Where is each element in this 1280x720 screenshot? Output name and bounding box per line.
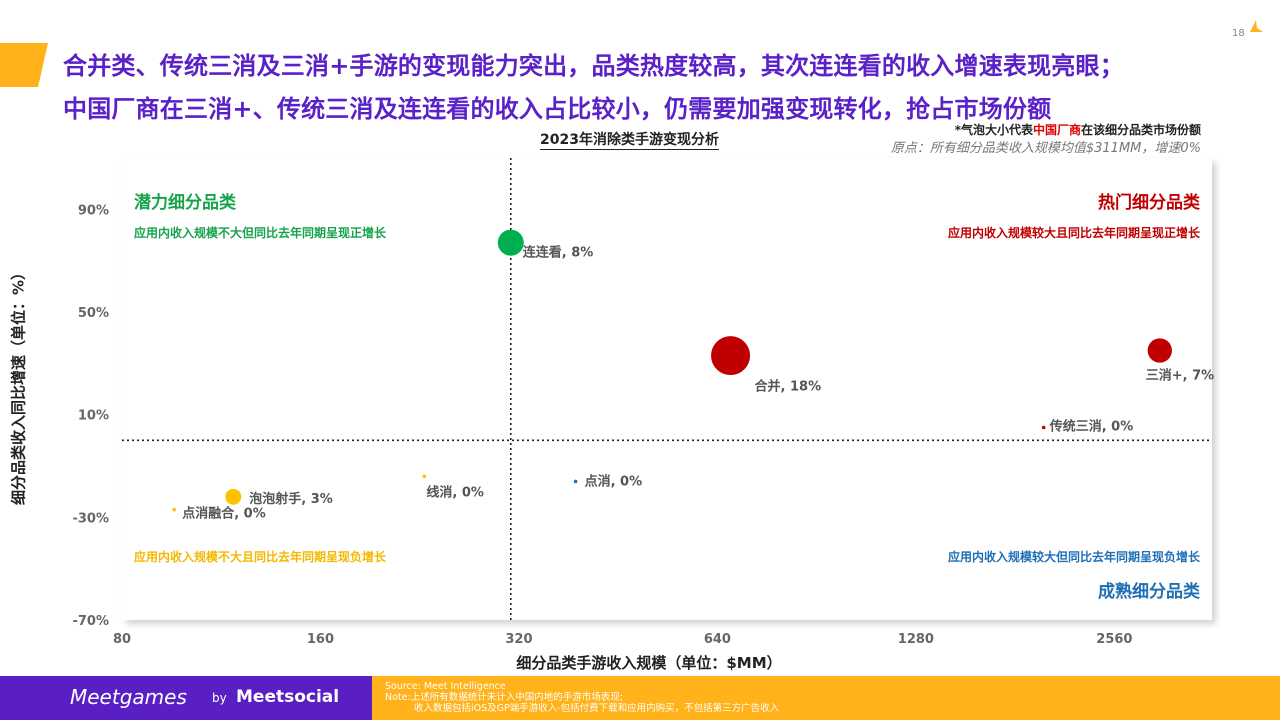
bubble-point — [422, 474, 427, 479]
brand-by: by — [212, 691, 227, 705]
footer-source: Source: Meet Intelligence — [385, 681, 506, 692]
corner-logo-icon — [1250, 20, 1263, 32]
quadrant-title-hot: 热门细分品类 — [1098, 193, 1200, 213]
quadrant-desc-mature: 应用内收入规模较大但同比去年同期呈现负增长 — [947, 550, 1200, 564]
meetgames-logo: Meetgames — [70, 685, 187, 709]
bubble-label: 传统三消, 0% — [1049, 419, 1134, 435]
bubble-label: 线消, 0% — [426, 484, 484, 500]
bubble-label: 点消融合, 0% — [182, 506, 266, 522]
quadrant-title-potential: 潜力细分品类 — [134, 193, 236, 213]
footer-source-panel — [372, 676, 1280, 720]
origin-note: 原点：所有细分品类收入规模均值$311MM，增速0% — [890, 141, 1201, 156]
footer: Meetgames by Meetsocial Source: Meet Int… — [0, 676, 1280, 720]
bubble-note-highlight: 中国厂商 — [1032, 123, 1081, 137]
bubble-point — [711, 336, 751, 376]
x-tick-label: 1280 — [898, 632, 934, 647]
y-tick-label: 50% — [78, 306, 109, 321]
footer-note-2: 收入数据包括iOS及GP端手游收入-包括付费下载和应用内购买，不包括第三方广告收… — [414, 703, 780, 714]
page-number: 18 — [1232, 28, 1245, 39]
quadrant-desc-hot: 应用内收入规模较大且同比去年同期呈现正增长 — [947, 226, 1200, 240]
bubble-size-note: *气泡大小代表中国厂商在该细分品类市场份额 — [955, 121, 1201, 138]
x-tick-label: 160 — [307, 632, 334, 647]
meetsocial-logo: Meetsocial — [236, 687, 340, 707]
y-tick-label: -30% — [72, 511, 109, 526]
y-tick-label: 90% — [78, 203, 109, 218]
bubble-point — [497, 229, 524, 256]
bubble-label: 连连看, 8% — [523, 245, 594, 261]
chart-title: 2023年消除类手游变现分析 — [540, 132, 719, 150]
bubble-note-suffix: 在该细分品类市场份额 — [1080, 123, 1201, 137]
x-tick-label: 320 — [505, 632, 532, 647]
bubble-label: 泡泡射手, 3% — [249, 491, 333, 507]
bubble-label: 点消, 0% — [585, 473, 643, 489]
bubble-label: 合并, 18% — [755, 379, 822, 395]
plot-area — [122, 158, 1212, 620]
x-tick-label: 2560 — [1096, 632, 1132, 647]
footer-brand-panel: Meetgames by Meetsocial — [0, 676, 372, 720]
headline-line-2: 中国厂商在三消+、传统三消及连连看的收入占比较小，仍需要加强变现转化，抢占市场份… — [63, 95, 1052, 123]
quadrant-desc-declining: 应用内收入规模不大且同比去年同期呈现负增长 — [134, 550, 387, 564]
bubble-point — [573, 479, 578, 484]
footer-note: Note:上述所有数据统计未计入中国内地的手游市场表现; — [385, 692, 623, 703]
scatter-chart: 80 160 320 640 1280 2560 90% 50% 10% -30% -70% 连连看,… — [72, 158, 1214, 647]
bubble-point — [225, 488, 242, 505]
bubble-label: 三消+, 7% — [1146, 368, 1214, 384]
headline-line-1: 合并类、传统三消及三消+手游的变现能力突出，品类热度较高，其次连连看的收入增速表… — [63, 52, 1124, 80]
y-tick-label: -70% — [72, 614, 109, 629]
x-axis-label: 细分品类手游收入规模（单位：$MM） — [516, 654, 782, 672]
x-tick-label: 80 — [113, 632, 131, 647]
x-tick-label: 640 — [704, 632, 731, 647]
bubble-point — [1041, 425, 1046, 430]
bubble-point — [172, 507, 177, 512]
bubble-point — [1147, 338, 1172, 363]
y-tick-label: 10% — [78, 409, 109, 424]
bubble-note-prefix: *气泡大小代表 — [954, 123, 1033, 137]
title-accent-bar — [0, 43, 48, 87]
quadrant-desc-potential: 应用内收入规模不大但同比去年同期呈现正增长 — [134, 226, 387, 240]
quadrant-title-mature: 成熟细分品类 — [1098, 582, 1200, 602]
